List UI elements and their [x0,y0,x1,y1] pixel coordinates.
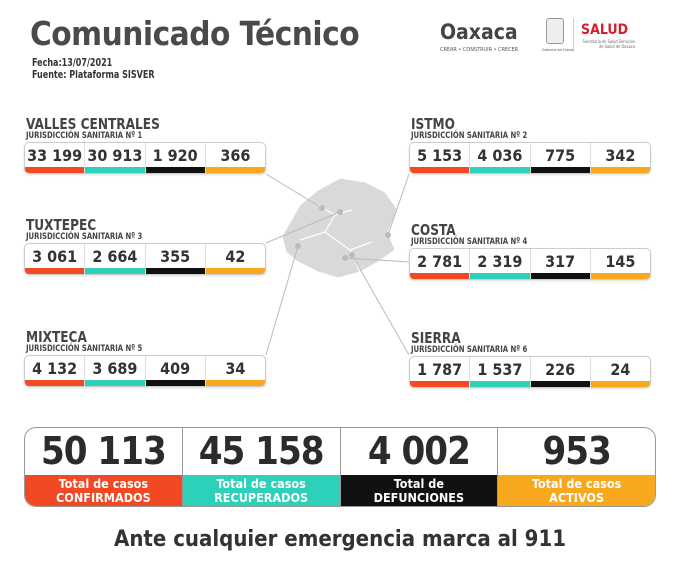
stat-active: 145 [589,249,650,279]
region-stats-costa: 2 781 2 319 317 145 [409,248,651,280]
stat-active: 34 [204,356,265,386]
stat-confirmed: 33 199 [25,143,85,173]
region-mixteca: MIXTECA JURISDICCIÓN SANITARIA Nº 5 [26,328,163,354]
region-istmo: ISTMO JURISDICCIÓN SANITARIA Nº 2 [411,115,548,141]
connector-istmo [387,173,410,236]
region-valles-centrales: VALLES CENTRALES JURISDICCIÓN SANITARIA … [26,115,175,141]
total-active: 953 Total de casos ACTIVOS [497,428,655,506]
total-value: 45 158 [198,429,325,473]
salud-logo: SALUD [581,22,629,38]
region-stats-sierra: 1 787 1 537 226 24 [409,356,651,388]
stat-deaths: 775 [529,143,591,173]
stat-deaths: 317 [529,249,591,279]
region-name: ISTMO [411,115,455,133]
region-sierra: SIERRA JURISDICCIÓN SANITARIA Nº 6 [411,329,548,355]
total-value: 50 113 [40,429,167,473]
region-jurisdiction: JURISDICCIÓN SANITARIA Nº 4 [411,237,528,247]
connector-valles [265,173,323,209]
salud-sub: Secretaría de Salud Servicios de Salud d… [582,39,635,49]
region-jurisdiction: JURISDICCIÓN SANITARIA Nº 3 [26,232,143,242]
totals-panel: 50 113 Total de casos CONFIRMADOS 45 158 … [24,427,656,507]
total-label: Total de DEFUNCIONES [340,475,498,506]
region-name: VALLES CENTRALES [26,115,160,133]
region-stats-mixteca: 4 132 3 689 409 34 [24,355,266,387]
logos: Oaxaca CREAR • CONSTRUIR • CRECER Gobier… [440,18,660,58]
stat-recovered: 30 913 [84,143,145,173]
map-shape [281,177,399,279]
stat-active: 42 [204,244,265,274]
region-jurisdiction: JURISDICCIÓN SANITARIA Nº 5 [26,344,143,354]
connector-tuxtepec [265,211,341,244]
stat-confirmed: 2 781 [410,249,470,279]
region-stats-istmo: 5 153 4 036 775 342 [409,142,651,174]
total-label: Total de casos ACTIVOS [498,475,655,506]
region-name: TUXTEPEC [26,216,97,234]
stat-recovered: 1 537 [469,357,530,387]
source-label: Fuente: Plataforma SISVER [32,69,155,81]
region-costa: COSTA JURISDICCIÓN SANITARIA Nº 4 [411,221,548,247]
connector-mixteca [265,245,299,356]
stat-confirmed: 3 061 [25,244,85,274]
total-deaths: 4 002 Total de DEFUNCIONES [339,428,498,506]
region-stats-valles-centrales: 33 199 30 913 1 920 366 [24,142,266,174]
stat-confirmed: 4 132 [25,356,85,386]
region-name: COSTA [411,221,456,239]
stat-recovered: 2 664 [84,244,145,274]
map-borders [299,204,373,273]
emergency-footer: Ante cualquier emergencia marca al 911 [114,527,566,552]
connector-costa [344,257,410,263]
page-title: Comunicado Técnico [30,14,360,53]
region-tuxtepec: TUXTEPEC JURISDICCIÓN SANITARIA Nº 3 [26,216,163,242]
coat-of-arms-icon [546,18,564,44]
region-stats-tuxtepec: 3 061 2 664 355 42 [24,243,266,275]
stat-active: 342 [589,143,650,173]
stat-deaths: 226 [529,357,591,387]
date-label: Fecha:13/07/2021 [32,57,113,69]
total-label: Total de casos CONFIRMADOS [25,475,182,506]
oaxaca-tagline: CREAR • CONSTRUIR • CRECER [440,47,519,53]
connector-sierra [351,254,410,356]
stat-active: 24 [589,357,650,387]
total-label: Total de casos RECUPERADOS [182,475,340,506]
total-value: 4 002 [367,429,471,473]
total-value: 953 [542,429,611,473]
total-confirmed: 50 113 Total de casos CONFIRMADOS [25,428,182,506]
stat-deaths: 1 920 [144,143,206,173]
stat-recovered: 2 319 [469,249,530,279]
region-jurisdiction: JURISDICCIÓN SANITARIA Nº 1 [26,131,143,141]
stat-confirmed: 5 153 [410,143,470,173]
stat-deaths: 409 [144,356,206,386]
total-recovered: 45 158 Total de casos RECUPERADOS [181,428,340,506]
region-name: MIXTECA [26,328,87,346]
stat-recovered: 3 689 [84,356,145,386]
stat-deaths: 355 [144,244,206,274]
government-label: Gobierno del Estado [542,48,574,52]
stat-recovered: 4 036 [469,143,530,173]
region-jurisdiction: JURISDICCIÓN SANITARIA Nº 2 [411,131,528,141]
divider [573,18,574,52]
stat-confirmed: 1 787 [410,357,470,387]
region-name: SIERRA [411,329,461,347]
oaxaca-logo: Oaxaca [440,20,518,44]
stat-active: 366 [204,143,265,173]
region-jurisdiction: JURISDICCIÓN SANITARIA Nº 6 [411,345,528,355]
